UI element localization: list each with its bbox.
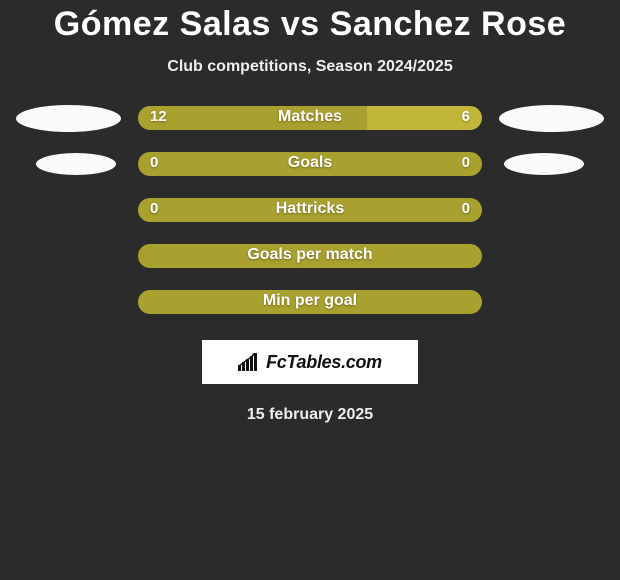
- right-player-marker: [482, 154, 612, 174]
- stats-rows: Matches126 Goals00 Hattricks00 Goals per ma…: [0, 106, 620, 336]
- left-player-marker: [8, 154, 138, 174]
- right-player-marker: [482, 200, 612, 220]
- stat-row: Matches126: [0, 106, 620, 130]
- stat-bar-left: [138, 152, 482, 176]
- brand-label: FcTables.com: [266, 352, 382, 373]
- left-player-marker: [8, 200, 138, 220]
- stat-bar: Hattricks00: [138, 198, 482, 222]
- stat-bar: Min per goal: [138, 290, 482, 314]
- right-player-marker: [482, 246, 612, 266]
- left-player-marker: [8, 246, 138, 266]
- stat-bar-left: [138, 106, 367, 130]
- stat-row: Goals00: [0, 152, 620, 176]
- stat-bar: Goals00: [138, 152, 482, 176]
- stat-bar-left: [138, 244, 482, 268]
- player-ellipse-icon: [504, 153, 584, 175]
- stat-bar: Goals per match: [138, 244, 482, 268]
- stat-row: Goals per match: [0, 244, 620, 268]
- page-title: Gómez Salas vs Sanchez Rose: [54, 5, 566, 44]
- comparison-card: Gómez Salas vs Sanchez Rose Club competi…: [0, 0, 620, 424]
- player-ellipse-icon: [16, 105, 121, 132]
- player-ellipse-icon: [36, 153, 116, 175]
- player-ellipse-icon: [499, 105, 604, 132]
- stat-bar-left: [138, 198, 482, 222]
- stat-bar-right: [367, 106, 482, 130]
- page-subtitle: Club competitions, Season 2024/2025: [167, 58, 452, 76]
- stat-bar: Matches126: [138, 106, 482, 130]
- bars-icon: [238, 353, 260, 371]
- right-player-marker: [482, 108, 612, 128]
- stat-row: Min per goal: [0, 290, 620, 314]
- right-player-marker: [482, 292, 612, 312]
- left-player-marker: [8, 108, 138, 128]
- stat-bar-left: [138, 290, 482, 314]
- left-player-marker: [8, 292, 138, 312]
- stat-row: Hattricks00: [0, 198, 620, 222]
- date-line: 15 february 2025: [247, 406, 373, 424]
- brand-box[interactable]: FcTables.com: [202, 340, 418, 384]
